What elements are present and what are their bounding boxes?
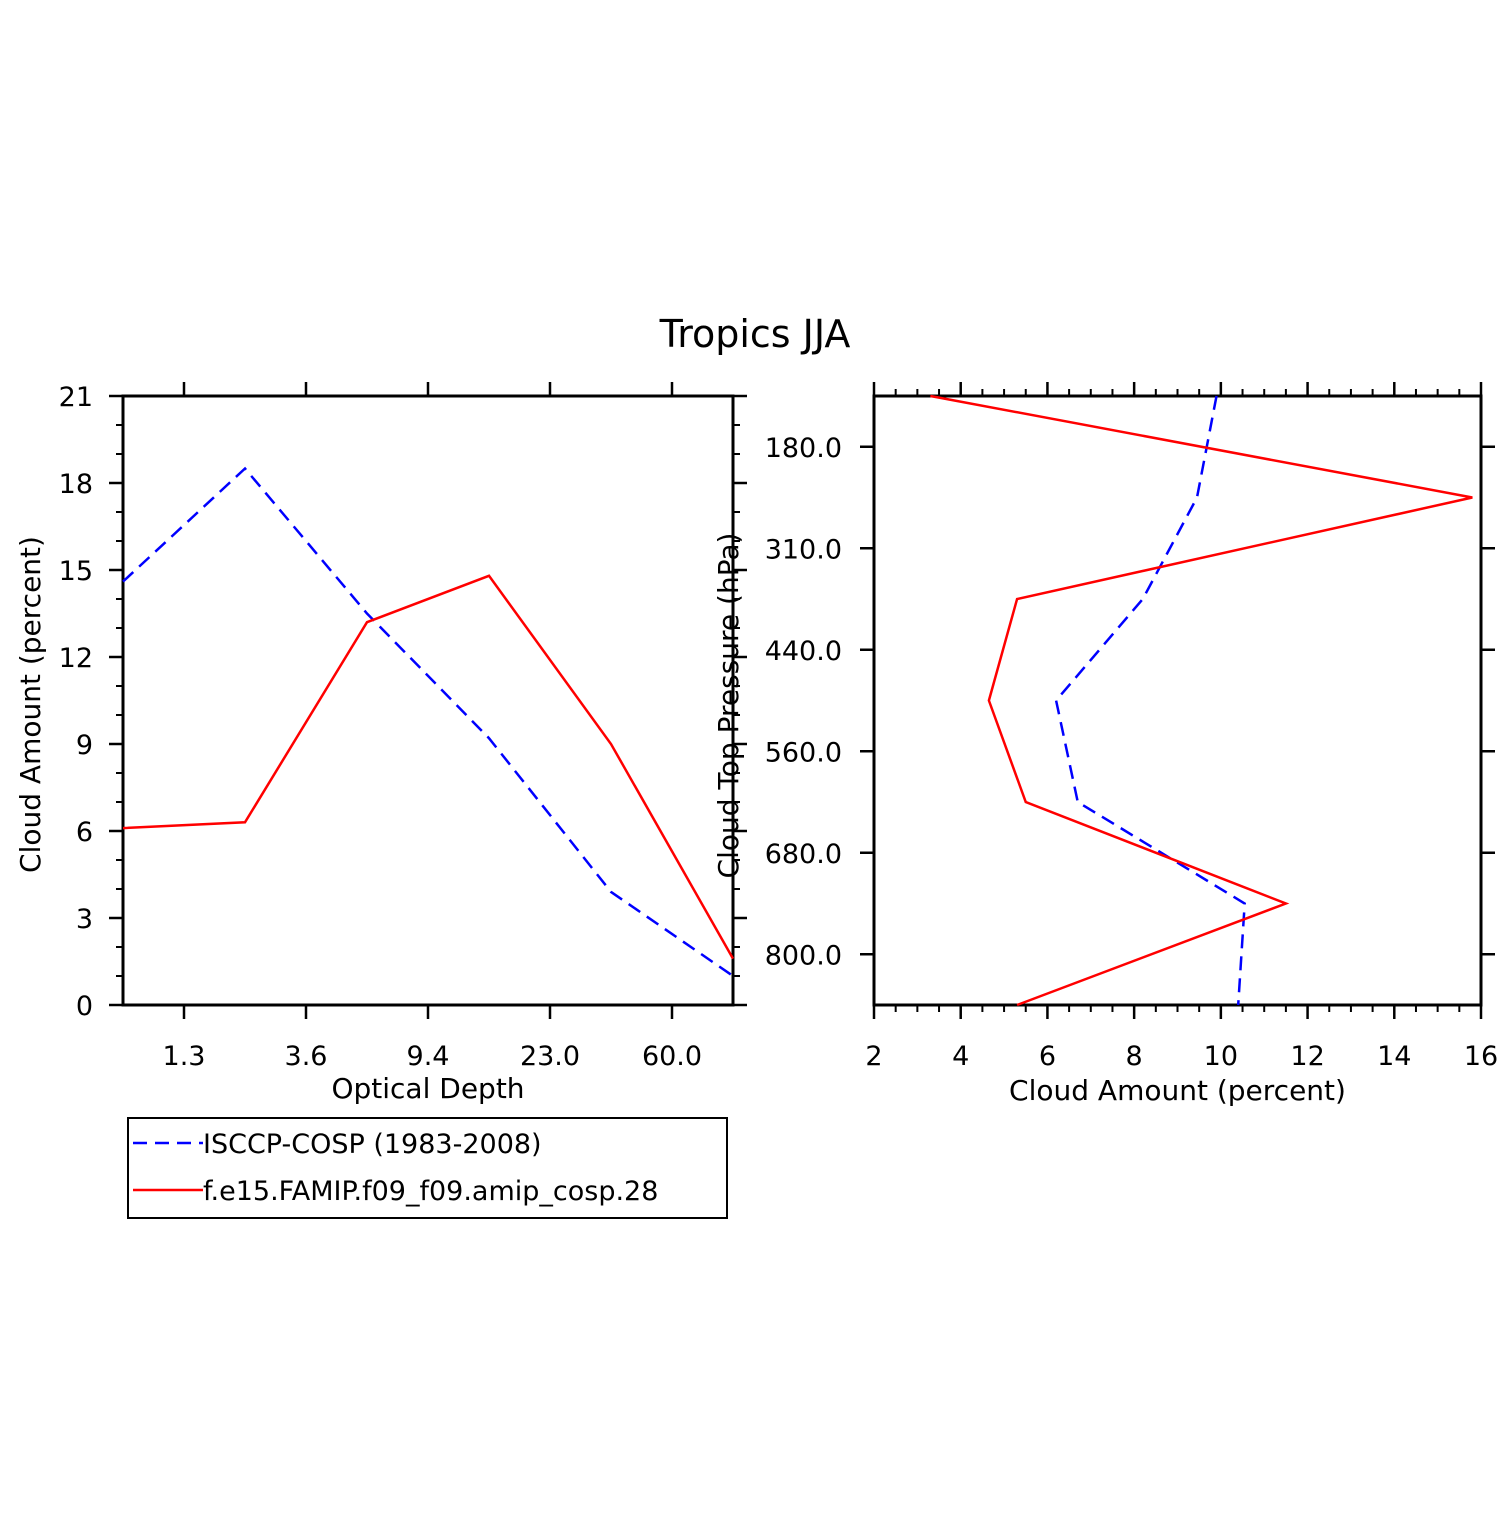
left-chart: 0 3 6 9 12 15 18 21 1.3 3.6 9.4 23.0 60.0 Optical Dep… [14,382,747,1105]
left-y-tick-label: 15 [59,556,93,587]
right-x-tick-label: 8 [1126,1041,1143,1072]
left-y-tick-label: 12 [59,643,93,674]
right-x-tick-label: 6 [1039,1041,1056,1072]
left-y-tick-label: 0 [76,991,93,1022]
left-y-tick-label: 21 [59,382,93,413]
right-y-tick-label: 180.0 [765,433,842,464]
right-series-line-isccp-cosp [1054,395,1246,1006]
left-x-axis-title: Optical Depth [331,1072,524,1105]
right-x-axis-title: Cloud Amount (percent) [1009,1074,1346,1107]
right-x-tick-label: 10 [1204,1041,1238,1072]
right-x-tick-label: 4 [952,1041,969,1072]
right-y-tick-label: 800.0 [765,940,842,971]
right-plot-frame [872,394,1483,1007]
left-series-line-isccp-cosp [122,466,734,978]
left-y-tick-label: 3 [76,904,93,935]
left-series-line-model [122,574,735,960]
legend-label-isccp-cosp: ISCCP-COSP (1983-2008) [203,1129,542,1160]
right-y-tick-label: 310.0 [765,534,842,565]
legend: ISCCP-COSP (1983-2008) f.e15.FAMIP.f09_f0… [127,1117,728,1219]
right-y-tick-label: 680.0 [765,839,842,870]
right-x-tick-label: 12 [1290,1041,1324,1072]
right-y-tick-label: 560.0 [765,737,842,768]
left-x-tick-label: 60.0 [642,1041,702,1072]
left-x-tick-label: 1.3 [163,1041,206,1072]
left-y-tick-label: 9 [76,730,93,761]
right-series-line-model [930,394,1473,1007]
right-x-tick-label: 2 [865,1041,882,1072]
right-y-tick-label: 440.0 [765,636,842,667]
left-plot-frame [121,394,735,1007]
legend-label-model: f.e15.FAMIP.f09_f09.amip_cosp.28 [203,1176,658,1207]
left-y-axis-title: Cloud Amount (percent) [14,536,47,873]
left-x-tick-label: 23.0 [520,1041,580,1072]
left-y-tick-label: 18 [59,469,93,500]
figure-title: Tropics JJA [659,312,851,356]
legend-box [127,1117,728,1219]
right-chart: 2 4 6 8 10 12 14 16 180.0 310.0 440.0 560.0 680.0 800… [712,382,1498,1107]
left-y-tick-label: 6 [76,817,93,848]
left-x-tick-label: 9.4 [407,1041,450,1072]
left-x-tick-label: 3.6 [285,1041,328,1072]
right-x-tick-label: 16 [1464,1041,1498,1072]
right-x-tick-label: 14 [1377,1041,1411,1072]
right-y-axis-title: Cloud Top Pressure (hPa) [712,533,745,879]
